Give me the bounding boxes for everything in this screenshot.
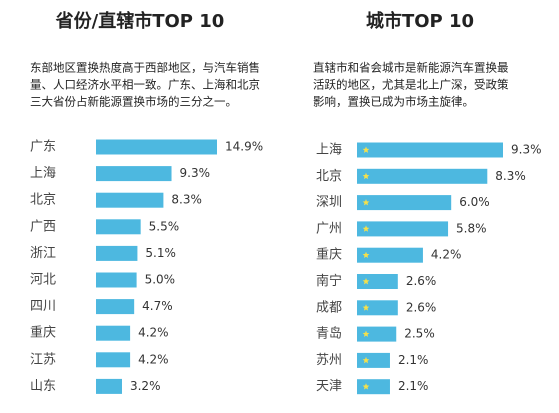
value-label: 2.6% [406, 274, 437, 288]
value-label: 2.5% [404, 327, 435, 341]
star-icon [362, 356, 370, 364]
bar [96, 166, 172, 182]
bar [96, 139, 217, 155]
bar [357, 168, 488, 184]
bar [96, 192, 164, 208]
description-line: 直辖市和省会城市是新能源汽车置换最 [313, 61, 509, 75]
category-label: 天津 [316, 379, 342, 394]
star-icon [362, 146, 370, 153]
category-label: 广东 [30, 140, 56, 155]
category-label: 重庆 [316, 247, 342, 263]
bar [96, 325, 131, 341]
star-icon [362, 199, 370, 206]
value-label: 5.1% [145, 246, 176, 260]
category-label: 广州 [316, 221, 342, 236]
bar [96, 219, 141, 235]
value-label: 5.5% [149, 219, 180, 233]
bar [357, 300, 398, 316]
star-icon [362, 330, 370, 337]
category-label: 青岛 [316, 326, 342, 342]
category-label: 上海 [316, 143, 342, 158]
category-label: 成都 [316, 300, 342, 315]
category-label: 南宁 [316, 273, 342, 289]
value-label: 4.2% [138, 352, 169, 366]
category-label: 重庆 [30, 325, 56, 341]
bar [357, 195, 452, 211]
value-label: 5.8% [456, 221, 487, 235]
bar [357, 247, 423, 263]
bar [96, 245, 138, 261]
bar [357, 142, 503, 158]
category-label: 苏州 [316, 352, 342, 368]
description-line: 影响，置换已成为市场主旋律。 [313, 95, 474, 109]
category-label: 江苏 [30, 351, 56, 367]
value-label: 9.3% [180, 166, 211, 180]
value-label: 3.2% [130, 379, 161, 393]
value-label: 2.1% [398, 379, 429, 393]
category-label: 深圳 [316, 195, 342, 210]
value-label: 8.3% [495, 169, 526, 183]
bar [96, 272, 137, 288]
category-label: 山东 [30, 379, 56, 394]
star-icon [362, 172, 370, 180]
value-label: 4.2% [431, 248, 462, 262]
value-label: 6.0% [459, 195, 490, 209]
category-label: 北京 [30, 193, 56, 208]
value-label: 9.3% [511, 143, 542, 157]
value-label: 8.3% [171, 193, 202, 207]
value-label: 4.7% [142, 299, 173, 313]
value-label: 2.1% [398, 353, 429, 367]
description-line: 三大省份占新能源置换市场的三分之一。 [30, 95, 237, 109]
bar [357, 352, 390, 368]
star-icon [362, 225, 370, 232]
value-label: 2.6% [406, 300, 437, 314]
value-label: 14.9% [225, 140, 263, 154]
bar [96, 352, 131, 368]
description-line: 活跃的地区，尤其是北上广深，受政策 [313, 78, 509, 92]
bar [357, 274, 398, 289]
chart-title: 省份/直辖市TOP 10 [55, 10, 225, 32]
category-label: 北京 [316, 169, 342, 184]
description-line: 量、人口经济水平相一致。广东、上海和北京 [30, 78, 260, 92]
category-label: 河北 [30, 273, 56, 288]
bar [96, 299, 135, 315]
star-icon [362, 304, 370, 311]
category-label: 浙江 [30, 246, 56, 261]
category-label: 广西 [30, 219, 56, 234]
description-line: 东部地区置换热度高于西部地区，与汽车销售 [30, 61, 260, 75]
bar [96, 378, 122, 394]
bar [357, 221, 449, 237]
value-label: 4.2% [138, 326, 169, 340]
star-icon [362, 251, 370, 259]
category-label: 上海 [30, 166, 56, 181]
value-label: 5.0% [145, 273, 176, 287]
bar [357, 379, 390, 395]
chart-title: 城市TOP 10 [366, 10, 474, 32]
category-label: 四川 [30, 299, 56, 314]
star-icon [362, 383, 370, 390]
bar [357, 326, 397, 342]
star-icon [362, 278, 370, 285]
